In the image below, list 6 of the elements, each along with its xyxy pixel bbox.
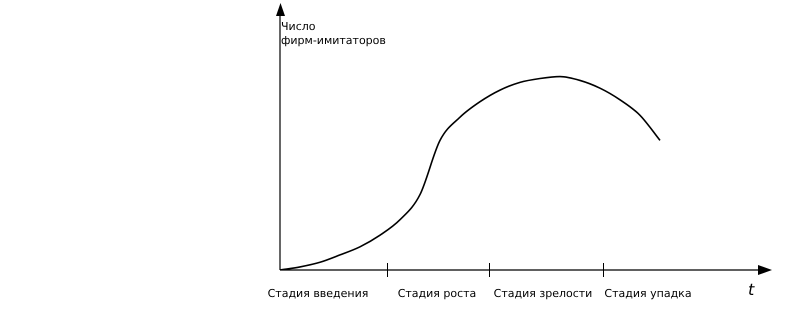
text: Стадия введения bbox=[268, 287, 368, 300]
text: Стадия зрелости bbox=[494, 287, 592, 300]
y-axis-title: Число фирм-имитаторов bbox=[281, 20, 386, 47]
text: Стадия упадка bbox=[604, 287, 692, 300]
text: Стадия роста bbox=[398, 287, 476, 300]
x-axis-title: t bbox=[748, 280, 754, 299]
